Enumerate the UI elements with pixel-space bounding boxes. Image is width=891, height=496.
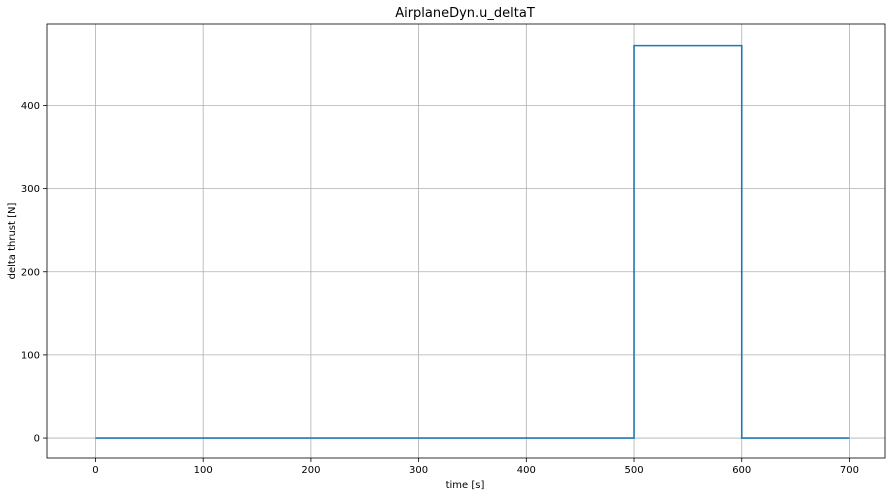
x-tick-label: 700 xyxy=(840,465,859,476)
x-axis-ticks: 0 100 200 300 400 500 600 700 xyxy=(92,458,859,476)
plot-frame xyxy=(46,23,886,459)
x-tick-label: 600 xyxy=(732,465,751,476)
y-tick-label: 400 xyxy=(21,101,40,112)
x-tick-label: 200 xyxy=(301,465,320,476)
chart-title: AirplaneDyn.u_deltaT xyxy=(395,6,535,21)
series-line xyxy=(95,44,850,439)
series-layer xyxy=(95,44,850,439)
x-tick-label: 500 xyxy=(624,465,643,476)
y-axis-label: delta thrust [N] xyxy=(7,203,18,280)
x-tick-label: 400 xyxy=(517,465,536,476)
y-tick-label: 100 xyxy=(21,350,40,361)
y-axis-ticks: 0 100 200 300 400 xyxy=(21,101,47,445)
x-axis-label: time [s] xyxy=(446,480,485,491)
x-tick-label: 0 xyxy=(92,465,98,476)
y-tick-label: 300 xyxy=(21,184,40,195)
y-tick-label: 0 xyxy=(34,434,40,445)
x-tick-label: 100 xyxy=(194,465,213,476)
y-tick-label: 200 xyxy=(21,267,40,278)
x-tick-label: 300 xyxy=(409,465,428,476)
